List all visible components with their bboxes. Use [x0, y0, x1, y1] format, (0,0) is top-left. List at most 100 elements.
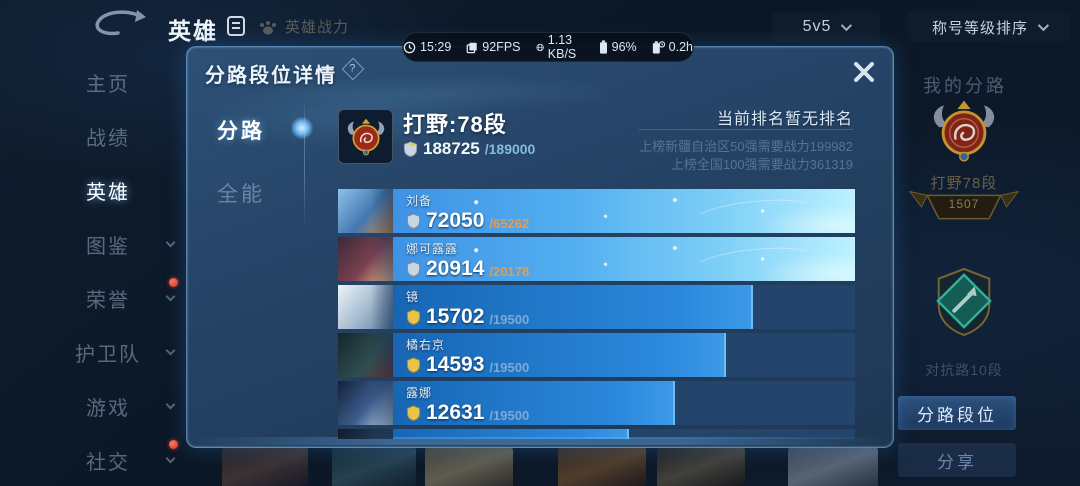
- background-hero-card: [558, 448, 646, 486]
- regional-threshold-note: 上榜新疆自治区50强需要战力199982: [639, 139, 853, 154]
- fps-icon: [466, 42, 477, 53]
- share-button[interactable]: 分享: [898, 443, 1016, 477]
- power-shield-icon: [406, 405, 421, 421]
- sidebar-item-social[interactable]: 社交: [58, 440, 178, 474]
- hero-name: 镜: [406, 290, 420, 304]
- hero-power-value: 14593: [426, 353, 485, 376]
- hero-power-value: 12631: [426, 401, 485, 424]
- hero-power-list: 刘备 72050 /65262 娜可露露 20914 /2017: [338, 189, 855, 439]
- battery-icon: [599, 40, 607, 54]
- status-time: 15:29: [403, 40, 451, 54]
- sort-select[interactable]: 称号等级排序: [908, 12, 1070, 42]
- hero-power-value: 15702: [426, 305, 485, 328]
- hero-name: 刘备: [406, 194, 433, 208]
- jungle-rank-emblem: [926, 93, 1002, 169]
- lane-rank-button[interactable]: 分路段位: [898, 396, 1016, 430]
- power-bar: [393, 237, 855, 281]
- sort-select-value: 称号等级排序: [931, 19, 1028, 37]
- tab-allround[interactable]: 全能: [217, 183, 265, 206]
- power-shield-icon: [406, 213, 421, 229]
- national-threshold-note: 上榜全国100强需要战力361319: [670, 157, 853, 172]
- chevron-down-icon: [841, 19, 853, 32]
- hero-power-cap: /19500: [489, 359, 530, 375]
- status-battery-time: 0.2h: [652, 40, 693, 54]
- sidebar-item-honor[interactable]: 荣誉: [58, 278, 178, 312]
- tab-divider: [304, 101, 305, 229]
- active-tab-indicator: [291, 117, 313, 139]
- note-divider: [639, 129, 853, 130]
- lane-rank-title: 打野:78段: [403, 112, 507, 137]
- hero-row[interactable]: 橘右京 14593 /19500: [338, 333, 855, 377]
- status-network: 1.13 KB/S: [535, 33, 584, 61]
- mode-select[interactable]: 5v5: [772, 12, 880, 42]
- hero-row[interactable]: 露娜 12631 /19500: [338, 381, 855, 425]
- status-battery: 96%: [599, 40, 637, 54]
- chevron-down-icon: [165, 399, 176, 410]
- background-hero-card: [788, 448, 878, 486]
- sidebar-item-games[interactable]: 游戏: [58, 392, 176, 420]
- hero-power-value: 20914: [426, 257, 485, 280]
- rank-banner: 1507: [906, 190, 1022, 224]
- hero-power-toggle[interactable]: 英雄战力: [258, 16, 349, 37]
- progress-total: /189000: [484, 141, 536, 157]
- help-icon[interactable]: ?: [341, 57, 365, 81]
- hero-row[interactable]: 镜 15702 /19500: [338, 285, 855, 329]
- dialog-title: 分路段位详情: [205, 65, 337, 87]
- rank-banner-value: 1507: [948, 197, 980, 211]
- chevron-down-icon: [165, 291, 176, 302]
- chevron-down-icon: [165, 237, 176, 248]
- hero-avatar: [338, 237, 393, 281]
- chevron-down-icon: [165, 345, 176, 356]
- power-bar: [393, 429, 629, 439]
- hero-name: 橘右京: [406, 338, 446, 352]
- mode-select-value: 5v5: [802, 18, 832, 35]
- hero-power-label: 英雄战力: [285, 19, 350, 36]
- sidebar-item-guard[interactable]: 护卫队: [58, 338, 176, 366]
- progress-current: 188725: [423, 139, 480, 158]
- sidebar-item-records[interactable]: 战绩: [86, 128, 130, 150]
- globe-icon: [535, 43, 544, 51]
- hero-avatar: [338, 333, 393, 377]
- page-title: 英雄: [168, 18, 218, 44]
- hero-name: 娜可露露: [406, 242, 459, 256]
- power-bar: [393, 285, 754, 329]
- status-fps: 92FPS: [466, 40, 521, 54]
- my-lanes-title: 我的分路: [923, 76, 1007, 96]
- secondary-lane-rank-label: 对抗路10段: [925, 362, 1003, 378]
- sidebar-item-gallery[interactable]: 图鉴: [58, 230, 176, 258]
- hero-row[interactable]: 娜可露露 20914 /20178: [338, 237, 855, 281]
- notification-badge: [169, 278, 178, 287]
- hero-row-partial[interactable]: [338, 429, 855, 439]
- sidebar-item-home[interactable]: 主页: [86, 74, 130, 96]
- lane-rank-emblem: [929, 266, 999, 338]
- lane-rank-detail-dialog: 分路段位详情 ? 分路 全能 打野:78段 188725 /189000 当前排…: [186, 46, 894, 448]
- background-hero-card: [425, 448, 513, 486]
- system-status-bar: 15:29 92FPS 1.13 KB/S 96% 0.2h: [402, 32, 694, 62]
- sidebar-item-heroes[interactable]: 英雄: [86, 182, 130, 204]
- hero-avatar: [338, 429, 393, 439]
- tab-lanes[interactable]: 分路: [217, 120, 265, 143]
- paw-icon: [258, 18, 278, 36]
- hero-power-cap: /65262: [489, 215, 530, 231]
- background-hero-card: [222, 448, 308, 486]
- power-bar: [393, 189, 855, 233]
- hero-power-cap: /20178: [489, 263, 530, 279]
- hero-avatar: [338, 381, 393, 425]
- hero-row[interactable]: 刘备 72050 /65262: [338, 189, 855, 233]
- jungle-rank-label: 打野78段: [930, 175, 998, 192]
- hero-avatar: [338, 189, 393, 233]
- scroll-list-icon[interactable]: [226, 15, 246, 37]
- hero-name: 露娜: [406, 386, 433, 400]
- battery-time-icon: [652, 41, 665, 54]
- background-hero-card: [332, 448, 416, 486]
- power-shield-icon: [406, 309, 421, 325]
- power-bar: [393, 381, 675, 425]
- hero-power-value: 72050: [426, 209, 485, 232]
- chevron-down-icon: [165, 453, 176, 464]
- close-icon[interactable]: [845, 53, 883, 91]
- notification-badge: [169, 440, 178, 449]
- background-hero-card: [657, 448, 745, 486]
- back-icon[interactable]: [88, 7, 150, 43]
- hero-power-cap: /19500: [489, 407, 530, 423]
